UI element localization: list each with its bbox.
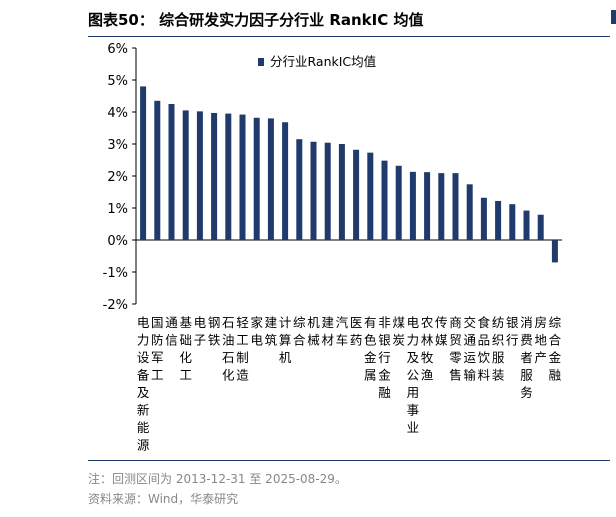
x-tick-label: 家电	[250, 315, 263, 348]
bar-chart: -2% -1% 0% 1% 2% 3% 4% 5% 6% 电力设备及新能源国防军工通信基础化工电子…	[103, 42, 562, 453]
x-tick-label: 商贸零售	[449, 315, 462, 383]
bar	[168, 104, 175, 240]
x-tick-label: 电力设备及新能源	[137, 315, 150, 453]
y-tick-label: 3%	[107, 138, 128, 153]
bar	[537, 214, 544, 240]
bar	[140, 86, 147, 241]
bar	[466, 184, 473, 240]
x-tick-label: 非银行金融	[378, 315, 391, 400]
bar	[211, 112, 218, 240]
legend-label: 分行业RankIC均值	[270, 54, 376, 69]
bar	[452, 173, 459, 240]
x-tick-label: 汽车	[336, 315, 349, 348]
bar	[154, 100, 161, 240]
bar	[353, 149, 360, 240]
x-tick-label: 农林牧渔	[421, 315, 434, 383]
source-note: 资料来源：Wind，华泰研究	[88, 492, 239, 506]
bar	[381, 160, 388, 240]
x-tick-label: 传媒	[435, 315, 448, 348]
bar	[239, 114, 246, 240]
x-tick-label: 机械	[307, 315, 320, 348]
x-tick-label: 医药	[350, 315, 363, 348]
bar	[409, 171, 416, 240]
x-tick-label: 消费者服务	[520, 315, 533, 400]
bar	[338, 144, 345, 240]
x-tick-label: 房地产	[534, 315, 547, 365]
bar	[310, 141, 317, 240]
title-bar: 图表50： 综合研发实力因子分行业 RankIC 均值	[88, 6, 610, 37]
y-tick-label: 4%	[107, 106, 128, 121]
y-tick-label: -1%	[103, 266, 128, 281]
x-tick-label: 有色金属	[364, 315, 377, 383]
x-tick-label: 电力及公用事业	[407, 315, 420, 435]
bar	[509, 204, 516, 240]
bar	[438, 173, 445, 240]
x-tick-label: 纺织服装	[492, 315, 505, 383]
y-tick-label: 5%	[107, 74, 128, 89]
footnote: 注：回测区间为 2013-12-31 至 2025-08-29。	[88, 472, 347, 486]
bar	[282, 122, 289, 240]
bar	[523, 210, 530, 240]
x-tick-label: 国防军工	[151, 315, 164, 383]
x-tick-label: 石油石化	[222, 315, 235, 383]
edge-marker	[611, 10, 616, 24]
x-tick-label: 钢铁	[208, 315, 221, 348]
x-tick-label: 轻工制造	[236, 315, 249, 383]
bar	[551, 240, 558, 263]
bar	[267, 118, 274, 240]
bar	[296, 139, 303, 240]
x-tick-label: 建材	[321, 315, 334, 348]
x-tick-label: 交通运输	[463, 315, 476, 383]
bar	[253, 117, 260, 240]
x-tick-label: 计算机	[279, 315, 292, 365]
bar	[395, 165, 402, 240]
bar	[480, 197, 487, 240]
chart-title: 图表50： 综合研发实力因子分行业 RankIC 均值	[88, 11, 424, 29]
bar	[367, 152, 374, 240]
x-tick-label: 通信	[165, 315, 178, 348]
bar	[196, 111, 203, 240]
y-tick-label: 2%	[107, 170, 128, 185]
y-tick-label: 6%	[107, 42, 128, 57]
x-tick-label: 银行	[506, 315, 519, 348]
x-tick-label: 建筑	[265, 315, 278, 348]
x-tick-label: 电子	[194, 315, 207, 348]
bar	[324, 142, 331, 240]
y-tick-label: -2%	[103, 298, 128, 313]
bar	[225, 113, 232, 240]
y-tick-label: 1%	[107, 202, 128, 217]
y-tick-label: 0%	[107, 234, 128, 249]
x-tick-label: 食品饮料	[478, 315, 491, 383]
x-tick-label: 基础化工	[179, 315, 192, 383]
bar	[424, 172, 431, 240]
legend-swatch	[258, 58, 264, 66]
x-tick-label: 煤炭	[392, 315, 405, 348]
footer-divider	[88, 460, 610, 461]
bar	[495, 200, 502, 240]
x-tick-label: 综合金融	[549, 315, 562, 383]
x-tick-label: 综合	[293, 315, 306, 348]
bar	[182, 110, 189, 241]
